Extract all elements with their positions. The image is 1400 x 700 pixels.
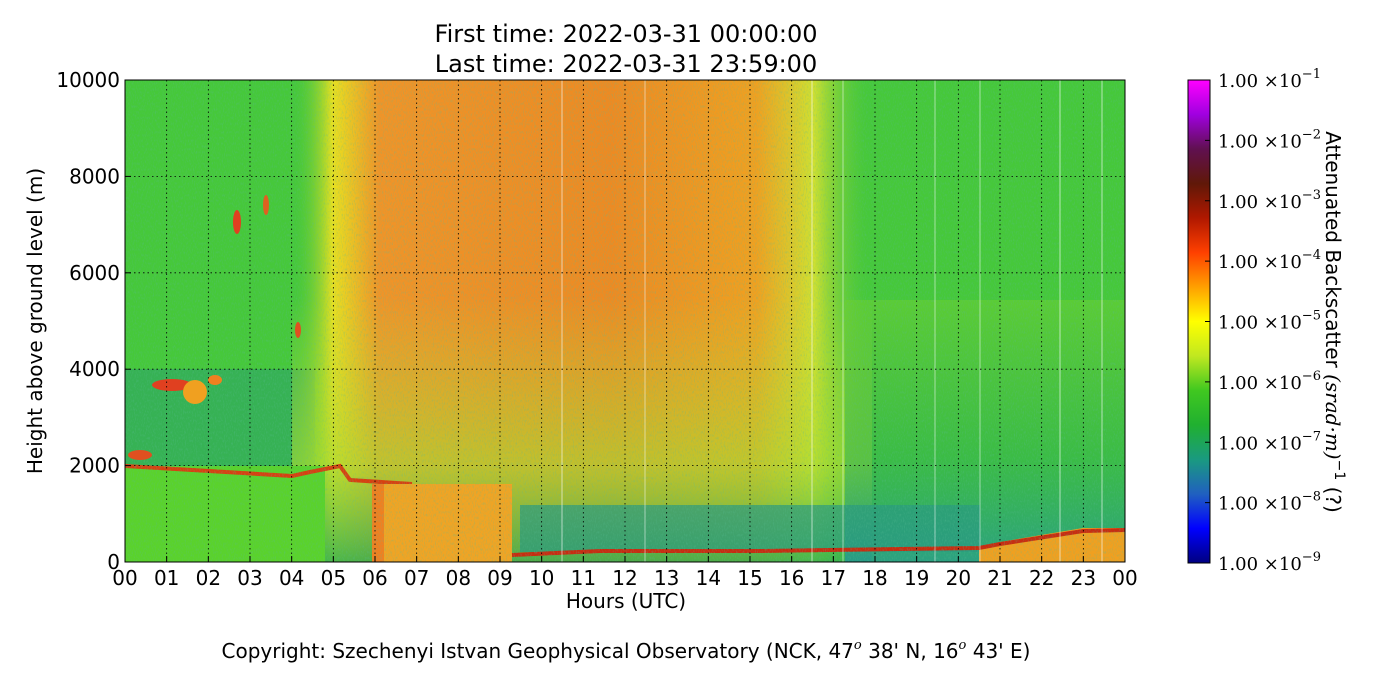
tick-exponent: −6: [1302, 369, 1321, 384]
x-tick-label: 09: [487, 566, 512, 590]
colorbar-tick-label: 1.00 ×10−3: [1218, 188, 1321, 213]
colorbar-tick-label: 1.00 ×10−8: [1218, 490, 1321, 515]
footer-text: 38' N, 16: [862, 639, 959, 663]
tick-exponent: −5: [1302, 309, 1321, 324]
label-suffix: (?): [1321, 480, 1345, 513]
tick-exponent: −9: [1302, 550, 1321, 565]
label-text: Attenuated Backscatter: [1321, 131, 1345, 374]
tick-mantissa: 1.00 ×10: [1218, 433, 1302, 454]
colorbar-tick-label: 1.00 ×10−2: [1218, 127, 1321, 152]
plot-frame: [124, 79, 1126, 563]
x-tick-label: 18: [862, 566, 887, 590]
tick-mantissa: 1.00 ×10: [1218, 192, 1302, 213]
x-tick-label: 02: [196, 566, 221, 590]
tick-exponent: −7: [1302, 429, 1321, 444]
x-axis-label: Hours (UTC): [566, 589, 686, 613]
tick-mantissa: 1.00 ×10: [1218, 131, 1302, 152]
footer-sup: o: [959, 638, 967, 653]
y-tick-label: 4000: [69, 357, 120, 381]
y-tick-label: 8000: [69, 164, 120, 188]
x-tick-label: 04: [279, 566, 304, 590]
x-tick-label: 17: [821, 566, 846, 590]
colorbar-tick-label: 1.00 ×10−9: [1218, 550, 1321, 575]
x-tick-label: 07: [404, 566, 429, 590]
tick-exponent: −2: [1302, 127, 1321, 142]
colorbar-tick-label: 1.00 ×10−5: [1218, 309, 1321, 334]
tick-mantissa: 1.00 ×10: [1218, 252, 1302, 273]
tick-mantissa: 1.00 ×10: [1218, 313, 1302, 334]
tick-exponent: −1: [1302, 67, 1321, 82]
chart-title: First time: 2022-03-31 00:00:00: [435, 20, 818, 48]
x-tick-label: 01: [154, 566, 179, 590]
label-exponent: −1: [1331, 460, 1347, 481]
x-tick-label: 12: [612, 566, 637, 590]
y-tick-label: 2000: [69, 454, 120, 478]
x-tick-label: 20: [946, 566, 971, 590]
x-tick-label: 23: [1071, 566, 1096, 590]
chart-title: Last time: 2022-03-31 23:59:00: [435, 50, 817, 78]
x-tick-label: 21: [987, 566, 1012, 590]
label-math: (srad·m): [1321, 374, 1345, 459]
colorbar-tick-label: 1.00 ×10−4: [1218, 248, 1321, 273]
x-tick-label: 14: [696, 566, 721, 590]
x-tick-label: 19: [904, 566, 929, 590]
footer-text: 43' E): [966, 639, 1030, 663]
x-tick-label: 08: [446, 566, 471, 590]
tick-mantissa: 1.00 ×10: [1218, 554, 1302, 575]
footer-sup: o: [854, 638, 862, 653]
x-tick-label: 06: [362, 566, 387, 590]
colorbar-tick-label: 1.00 ×10−6: [1218, 369, 1321, 394]
footer-text: Copyright: Szechenyi Istvan Geophysical …: [222, 639, 854, 663]
tick-exponent: −8: [1302, 490, 1321, 505]
x-tick-label: 15: [737, 566, 762, 590]
tick-exponent: −3: [1302, 188, 1321, 203]
y-tick-label: 6000: [69, 261, 120, 285]
x-tick-label: 11: [571, 566, 596, 590]
x-tick-label: 05: [321, 566, 346, 590]
colorbar-tick-label: 1.00 ×10−1: [1218, 67, 1321, 92]
colorbar-label: Attenuated Backscatter (srad·m)−1 (?): [1321, 131, 1347, 513]
x-tick-label: 22: [1029, 566, 1054, 590]
x-tick-label: 00: [1112, 566, 1137, 590]
x-tick-label: 03: [237, 566, 262, 590]
heatmap-field: [125, 80, 1125, 562]
y-tick-label: 10000: [56, 68, 120, 92]
y-axis-label: Height above ground level (m): [23, 168, 47, 474]
tick-mantissa: 1.00 ×10: [1218, 494, 1302, 515]
x-tick-label: 10: [529, 566, 554, 590]
tick-mantissa: 1.00 ×10: [1218, 373, 1302, 394]
x-tick-label: 13: [654, 566, 679, 590]
tick-exponent: −4: [1302, 248, 1321, 263]
footer: Copyright: Szechenyi Istvan Geophysical …: [222, 638, 1031, 663]
y-tick-label: 0: [107, 550, 120, 574]
x-tick-label: 00: [112, 566, 137, 590]
colorbar-tick-label: 1.00 ×10−7: [1218, 429, 1321, 454]
tick-mantissa: 1.00 ×10: [1218, 71, 1302, 92]
x-tick-label: 16: [779, 566, 804, 590]
